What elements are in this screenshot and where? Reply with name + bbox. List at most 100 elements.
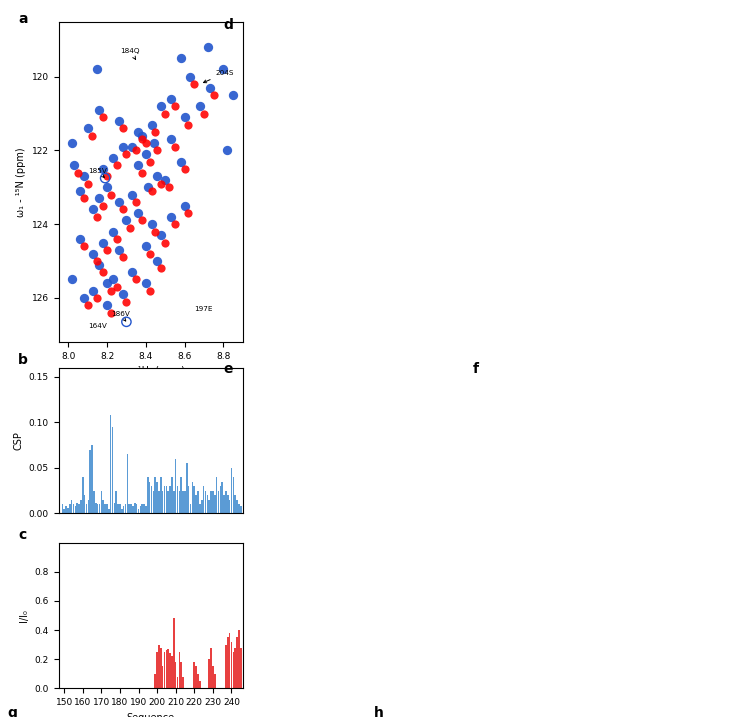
Point bbox=[150, 126, 161, 138]
Bar bbox=[231, 642, 232, 688]
Point bbox=[132, 126, 144, 138]
Bar bbox=[219, 486, 221, 513]
Bar bbox=[191, 482, 194, 513]
Bar bbox=[225, 645, 226, 688]
Point bbox=[130, 196, 142, 208]
Point bbox=[66, 274, 78, 285]
Point bbox=[78, 292, 89, 303]
Bar bbox=[227, 637, 229, 688]
Point bbox=[207, 90, 219, 101]
Point bbox=[140, 148, 152, 160]
Point bbox=[120, 296, 132, 308]
Bar bbox=[196, 495, 197, 513]
Point bbox=[194, 100, 206, 112]
Point bbox=[97, 266, 109, 277]
Bar bbox=[64, 509, 65, 513]
Bar bbox=[225, 490, 226, 513]
Point bbox=[218, 64, 229, 75]
Point bbox=[82, 178, 94, 189]
Bar bbox=[84, 495, 86, 513]
Bar bbox=[114, 503, 115, 513]
Bar bbox=[240, 506, 242, 513]
Bar bbox=[141, 504, 143, 513]
Bar bbox=[194, 662, 195, 688]
Bar bbox=[240, 647, 242, 688]
Point bbox=[74, 233, 86, 244]
Bar bbox=[110, 415, 111, 513]
Bar bbox=[100, 490, 102, 513]
Bar bbox=[123, 506, 125, 513]
Bar bbox=[235, 495, 236, 513]
Bar bbox=[160, 647, 162, 688]
Point bbox=[88, 204, 100, 215]
Bar bbox=[199, 504, 201, 513]
Bar bbox=[167, 490, 169, 513]
Bar bbox=[132, 506, 133, 513]
Bar bbox=[104, 504, 106, 513]
Point bbox=[74, 185, 86, 196]
Point bbox=[144, 156, 155, 167]
Bar bbox=[152, 490, 154, 513]
Bar bbox=[166, 650, 167, 688]
Point bbox=[111, 159, 122, 171]
Bar bbox=[163, 652, 166, 688]
Bar bbox=[103, 500, 104, 513]
Bar bbox=[190, 504, 191, 513]
Point bbox=[188, 78, 200, 90]
Point bbox=[101, 277, 113, 289]
Bar bbox=[208, 659, 210, 688]
X-axis label: Sequence: Sequence bbox=[127, 713, 174, 717]
Bar bbox=[188, 486, 190, 513]
Text: h: h bbox=[374, 706, 383, 717]
Point bbox=[78, 240, 89, 252]
Bar bbox=[147, 477, 149, 513]
Text: f: f bbox=[473, 362, 479, 376]
Bar bbox=[73, 504, 74, 513]
Point bbox=[82, 300, 94, 311]
Point bbox=[126, 189, 138, 201]
Point bbox=[183, 207, 194, 219]
Bar bbox=[125, 504, 126, 513]
Bar bbox=[169, 486, 171, 513]
Text: c: c bbox=[18, 528, 26, 542]
Point bbox=[113, 115, 125, 127]
Bar bbox=[163, 486, 166, 513]
Bar bbox=[95, 503, 97, 513]
Bar bbox=[65, 506, 67, 513]
Bar bbox=[177, 677, 178, 688]
Point bbox=[117, 141, 128, 153]
Point bbox=[117, 204, 128, 215]
Bar bbox=[214, 674, 216, 688]
Bar bbox=[205, 490, 206, 513]
Point bbox=[126, 266, 138, 277]
Bar bbox=[218, 490, 219, 513]
Bar bbox=[175, 459, 177, 513]
Bar bbox=[108, 509, 110, 513]
Point bbox=[72, 167, 84, 179]
Point bbox=[132, 159, 144, 171]
Bar bbox=[232, 652, 234, 688]
Bar bbox=[160, 477, 162, 513]
Bar bbox=[179, 490, 180, 513]
Bar bbox=[235, 647, 236, 688]
Point bbox=[130, 274, 142, 285]
Point bbox=[92, 211, 103, 222]
Bar bbox=[156, 652, 158, 688]
Bar bbox=[180, 662, 182, 688]
Text: g: g bbox=[7, 706, 17, 717]
Point bbox=[130, 145, 142, 156]
Point bbox=[120, 148, 132, 160]
Bar bbox=[229, 500, 230, 513]
Point bbox=[179, 112, 191, 123]
Bar bbox=[183, 677, 184, 688]
Point bbox=[147, 138, 159, 149]
Point bbox=[221, 145, 233, 156]
Bar bbox=[134, 503, 136, 513]
Point bbox=[92, 64, 103, 75]
Bar bbox=[106, 504, 108, 513]
Point bbox=[88, 285, 100, 296]
Bar bbox=[111, 427, 114, 513]
Bar bbox=[216, 477, 218, 513]
Point bbox=[165, 211, 177, 222]
Point bbox=[140, 277, 152, 289]
